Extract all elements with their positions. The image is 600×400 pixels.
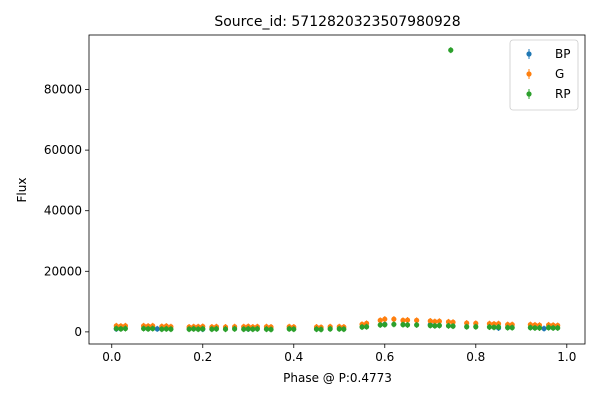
data-point [382,316,388,322]
chart-title: Source_id: 5712820323507980928 [214,14,460,30]
y-tick-label: 80000 [44,83,82,97]
data-point [195,326,201,332]
data-point [222,326,229,332]
plot-frame [88,34,586,345]
y-axis-label: Flux [15,178,29,203]
data-point [336,326,342,332]
data-point [445,319,452,325]
data-point [200,326,206,332]
data-point [141,325,147,332]
legend-label: RP [555,87,571,101]
data-point [448,47,454,53]
data-point [427,318,433,324]
data-point [509,325,515,331]
data-point [150,325,156,332]
data-layer [113,47,561,333]
data-point [113,325,119,332]
data-point [145,326,151,332]
x-tick-label: 1.0 [557,350,576,364]
legend-label: BP [555,47,570,61]
data-point [464,320,470,326]
data-point [286,326,292,332]
data-point [377,317,383,323]
data-point [391,316,397,322]
y-tick-label: 20000 [44,264,82,278]
legend-marker [526,91,532,97]
data-point [445,323,452,329]
x-tick-label: 0.6 [375,350,394,364]
data-point [363,324,370,330]
data-point [209,326,215,332]
data-point [400,317,406,323]
data-point [450,319,456,325]
data-point [555,325,561,331]
data-point [154,326,160,332]
data-point [318,326,324,333]
data-point [191,326,197,332]
y-tick-label: 0 [74,325,82,339]
data-point [254,326,260,332]
data-point [427,322,433,329]
data-point [486,324,493,330]
data-point [186,326,192,332]
data-point [527,325,533,331]
data-point [414,317,420,323]
data-point [377,322,383,328]
data-point [505,325,511,331]
data-point [404,317,411,323]
data-point [232,326,238,332]
data-point [168,326,174,332]
data-point [541,325,547,332]
data-point [341,326,347,332]
x-axis-label: Phase @ P:0.4773 [283,371,392,385]
data-point [382,322,388,328]
data-point [213,326,220,332]
data-point [432,318,438,325]
data-point [291,326,297,332]
x-axis: 0.0 0.2 0.4 0.6 0.8 1.0 [102,344,576,364]
legend-marker [526,71,532,77]
data-point [327,326,333,332]
legend-marker [526,51,532,57]
data-point [495,324,502,330]
legend-label: G [555,67,564,81]
data-point [450,323,456,329]
data-point [241,326,247,332]
data-point [473,324,479,330]
data-point [532,325,538,331]
data-point [250,326,256,332]
legend: BP G RP [509,39,579,111]
series-rp [113,47,561,333]
y-tick-label: 40000 [44,204,82,218]
data-point [159,326,165,332]
data-point [545,325,552,331]
data-point [536,325,543,331]
y-tick-label: 60000 [44,143,82,157]
data-point [122,325,129,332]
x-tick-label: 0.8 [466,350,485,364]
x-tick-label: 0.0 [102,350,121,364]
data-point [245,326,251,332]
y-axis: 0 20000 40000 60000 80000 [44,83,89,339]
data-point [550,325,556,331]
data-point [268,326,274,333]
data-point [163,326,169,332]
data-point [391,321,397,327]
data-point [118,326,124,332]
data-point [263,326,270,332]
data-point [359,324,365,330]
data-point [404,322,411,328]
x-tick-label: 0.2 [193,350,212,364]
x-tick-label: 0.4 [284,350,303,364]
data-point [491,324,497,330]
data-point [432,323,438,329]
data-point [464,324,470,330]
data-point [436,322,442,329]
data-point [313,326,320,332]
data-point [436,318,442,324]
data-point [400,322,406,328]
data-point [414,322,420,328]
